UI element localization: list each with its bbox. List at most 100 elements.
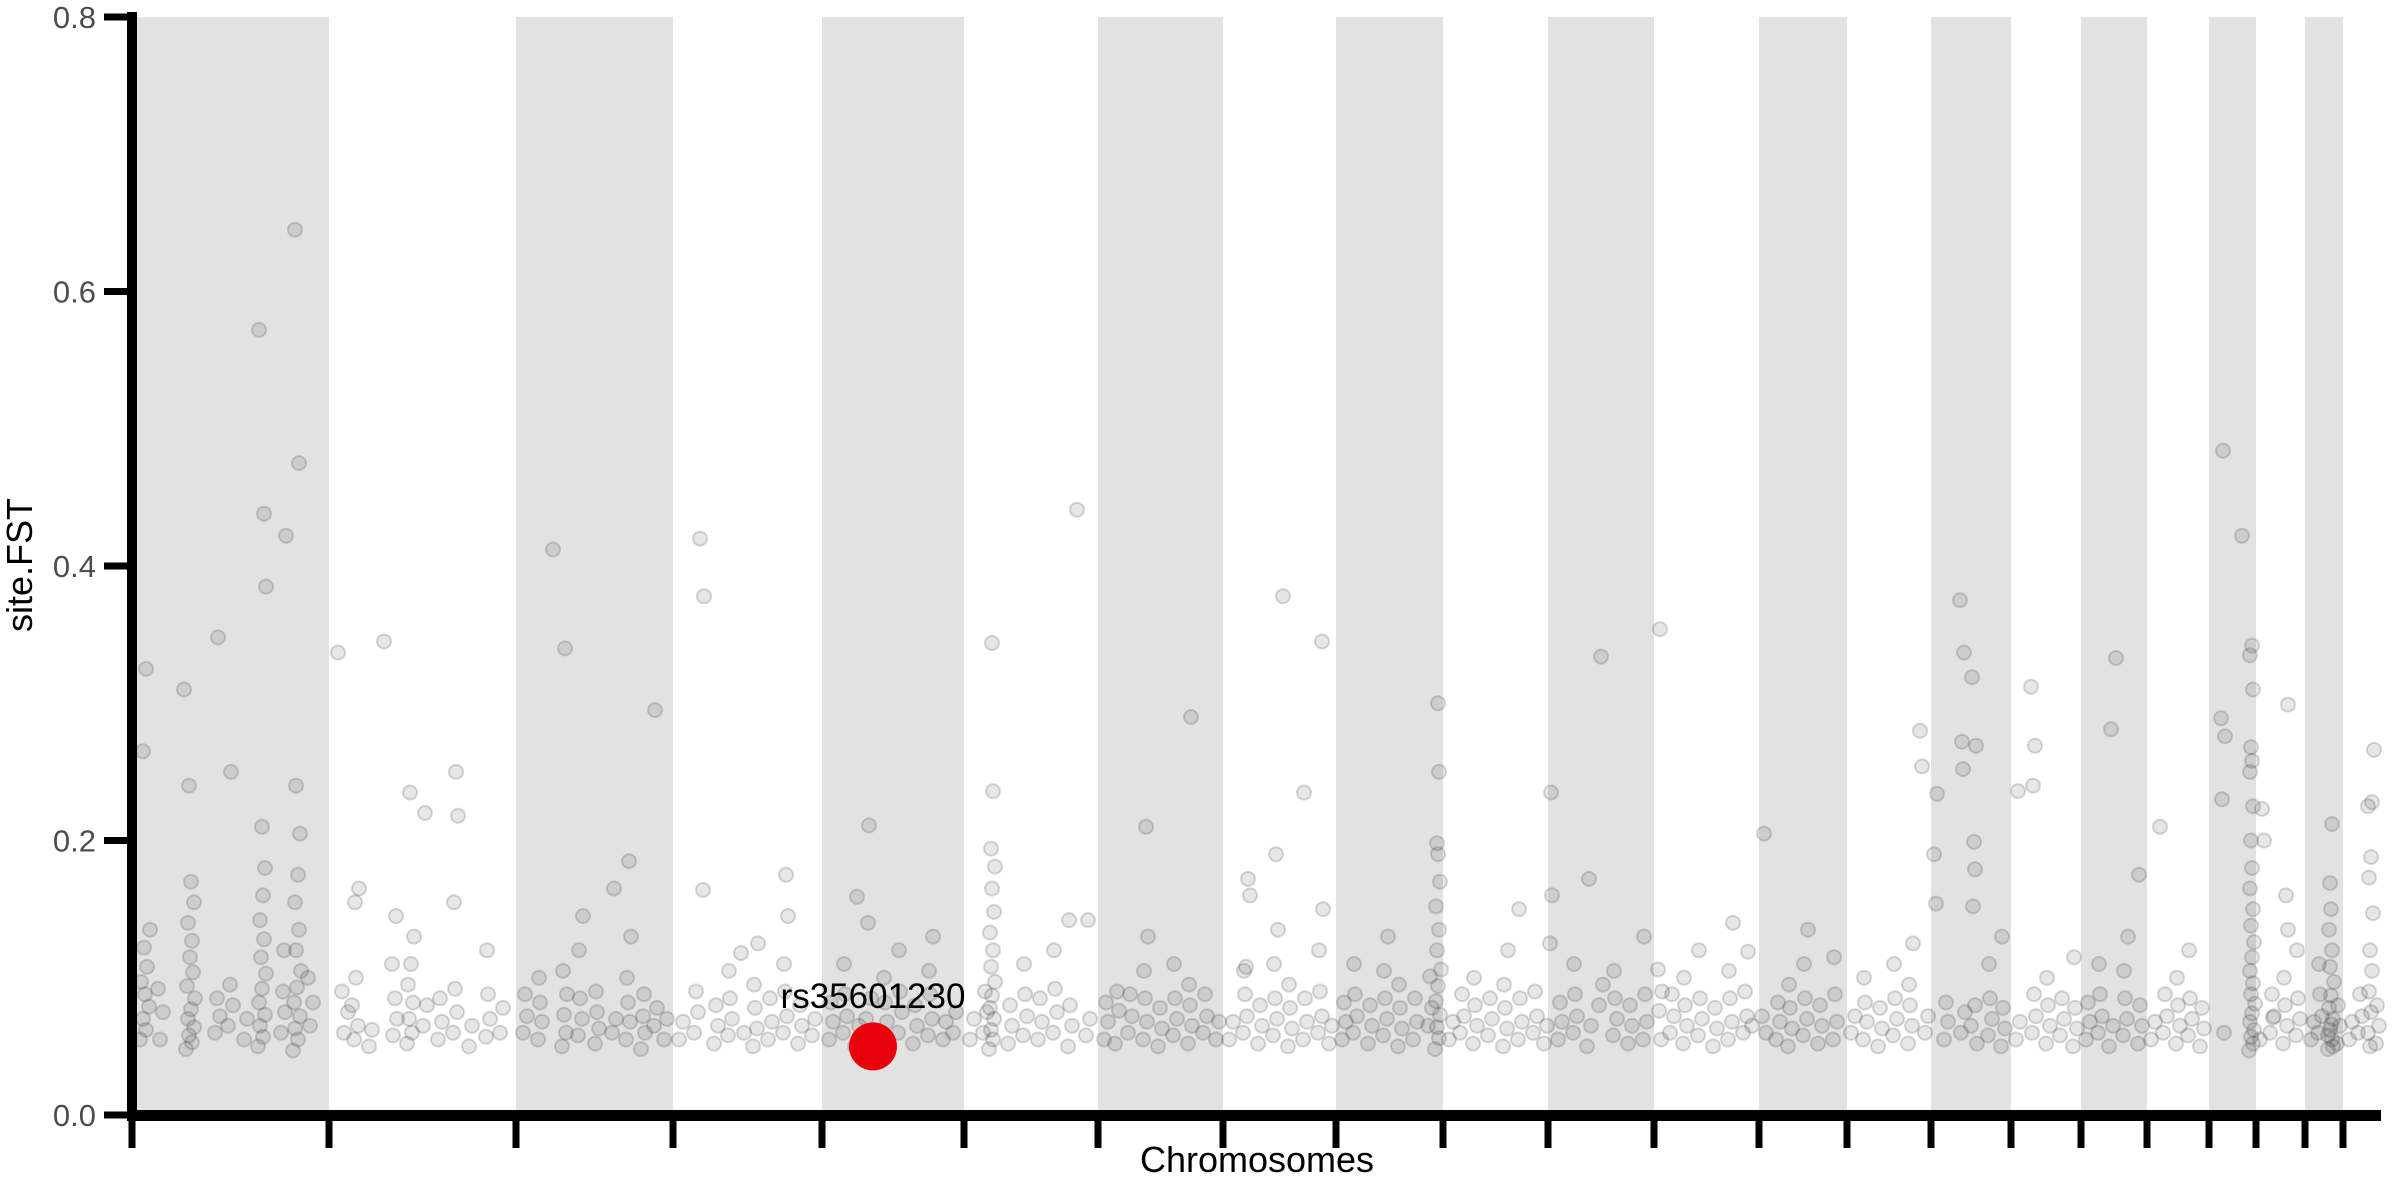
snp-point [2245, 901, 2261, 918]
snp-point [675, 1013, 691, 1030]
snp-point [777, 983, 793, 1000]
snp-point [804, 1027, 820, 1044]
snp-point [2369, 997, 2385, 1014]
snp-point [257, 860, 273, 876]
snp-point [254, 980, 270, 997]
snp-point [1299, 1013, 1315, 1030]
snp-point [1797, 990, 1813, 1007]
snp-point [1886, 956, 1902, 972]
snp-point [302, 1017, 318, 1034]
snp-point [1338, 1013, 1354, 1030]
snp-point [1017, 986, 1033, 1003]
snp-point [647, 702, 663, 719]
snp-point [2321, 999, 2337, 1016]
snp-point [776, 956, 792, 972]
snp-point [1282, 999, 1298, 1016]
snp-point [1859, 1013, 1875, 1030]
snp-point [2303, 1031, 2319, 1048]
snp-point [1045, 1024, 1061, 1041]
snp-point [1211, 1013, 1227, 1030]
snp-point [2244, 949, 2260, 966]
snp-point [733, 945, 749, 961]
snp-point [2052, 1027, 2068, 1044]
snp-point [1810, 1035, 1826, 1052]
snp-point [152, 1031, 168, 1048]
snp-point [257, 1006, 273, 1023]
snp-point [534, 1013, 550, 1030]
snp-point [2216, 1024, 2232, 1041]
x-axis-line [127, 1110, 2381, 1121]
snp-point [155, 1004, 171, 1021]
snp-point [401, 1010, 417, 1027]
snp-point [2131, 866, 2147, 883]
snp-point [290, 1031, 306, 1048]
snp-point [1047, 980, 1063, 997]
snp-point [2324, 942, 2340, 959]
snp-point [2116, 962, 2132, 979]
snp-point [986, 1010, 1002, 1027]
snp-point [1239, 1008, 1255, 1025]
snp-point [2350, 1024, 2366, 1041]
snp-point [876, 969, 892, 986]
snp-point [1082, 1010, 1098, 1027]
snp-point [482, 1010, 498, 1027]
snp-point [2169, 969, 2185, 986]
snp-point [258, 965, 274, 982]
x-tick [818, 1112, 826, 1148]
x-axis-title: Chromosomes [1140, 1139, 1374, 1180]
snp-point [2143, 1031, 2159, 1048]
snp-point [1181, 976, 1197, 993]
snp-point [1380, 928, 1396, 945]
snp-point [2254, 800, 2270, 817]
snp-point [1062, 997, 1078, 1014]
snp-point [2292, 1010, 2308, 1027]
snp-point [807, 1010, 823, 1027]
snp-point [1917, 1024, 1933, 1041]
x-tick [1650, 1112, 1658, 1148]
snp-point [478, 1028, 494, 1045]
snp-point [1284, 1020, 1300, 1037]
snp-point [619, 969, 635, 986]
snp-point [2360, 798, 2376, 815]
snp-point [1770, 994, 1786, 1011]
snp-point [2362, 942, 2378, 959]
snp-point [1739, 1008, 1755, 1025]
snp-point [985, 783, 1001, 800]
snp-point [2040, 997, 2056, 1014]
snp-point [1431, 1030, 1447, 1047]
snp-point [223, 763, 239, 780]
y-axis-title: site.FST [0, 498, 40, 632]
snp-point [291, 921, 307, 938]
snp-point [659, 1010, 675, 1027]
snp-point [1758, 1024, 1774, 1041]
axis-tick-labels: 0.0 0.2 0.4 0.6 0.8 [53, 0, 96, 1133]
snp-point [1914, 758, 1930, 775]
snp-point [2241, 1042, 2257, 1059]
snp-point [480, 986, 496, 1003]
y-axis-line [127, 12, 137, 1121]
snp-point [2311, 956, 2327, 972]
snp-point [794, 1017, 810, 1034]
snp-point [2105, 1017, 2121, 1034]
snp-point [1109, 983, 1125, 1000]
snp-point [253, 949, 269, 966]
chromosome-band [2081, 17, 2147, 1110]
snp-point [779, 1008, 795, 1025]
snp-point [688, 983, 704, 1000]
y-tick [104, 1111, 127, 1119]
snp-point [1664, 986, 1680, 1003]
snp-point [2354, 1008, 2370, 1025]
snp-point [1296, 784, 1312, 801]
snp-point [1208, 1031, 1224, 1048]
highlight-point [849, 1022, 897, 1071]
snp-point [385, 1027, 401, 1044]
snp-point [1737, 983, 1753, 1000]
x-tick [1439, 1112, 1447, 1148]
snp-point [2012, 1013, 2028, 1030]
snp-point [2368, 1035, 2384, 1052]
snp-point [1622, 997, 1638, 1014]
snp-point [1725, 914, 1741, 931]
snp-point [2066, 949, 2082, 966]
y-tick-label: 0.8 [53, 0, 96, 35]
snp-point [1606, 962, 1622, 979]
